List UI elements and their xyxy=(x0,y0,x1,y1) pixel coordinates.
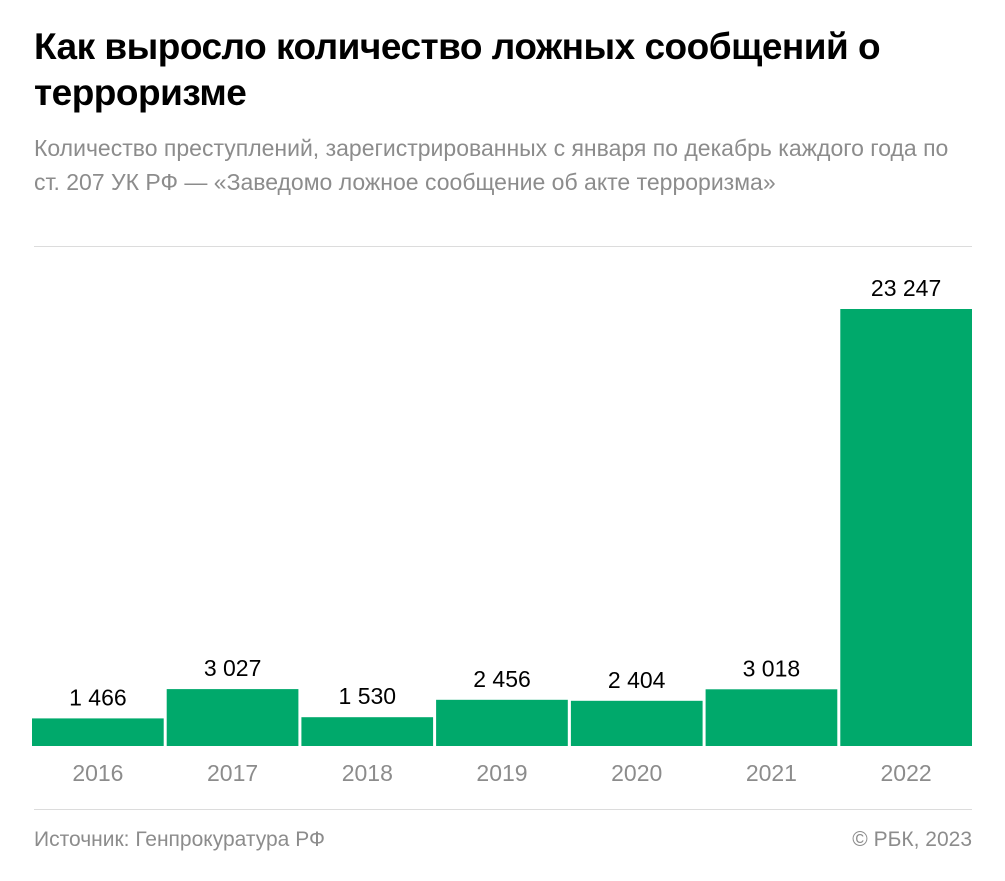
source-note: Источник: Генпрокуратура РФ xyxy=(34,828,325,851)
category-label-2020: 2020 xyxy=(611,760,662,786)
category-label-2018: 2018 xyxy=(342,760,393,786)
bar-2022 xyxy=(840,309,972,746)
top-divider xyxy=(34,246,972,247)
bar-2021 xyxy=(705,689,838,746)
value-label-2022: 23 247 xyxy=(871,275,941,301)
chart-title: Как выросло количество ложных сообщений … xyxy=(34,26,881,113)
bar-2016 xyxy=(32,718,164,746)
bottom-divider xyxy=(34,809,972,810)
bars-group xyxy=(32,309,972,746)
value-label-2018: 1 530 xyxy=(339,683,397,709)
chart-subtitle: Количество преступлений, зарегистрирован… xyxy=(34,135,949,195)
value-label-2021: 3 018 xyxy=(743,655,801,681)
category-label-2021: 2021 xyxy=(746,760,797,786)
bar-2019 xyxy=(436,699,568,746)
value-labels-group: 1 466 3 027 1 530 2 456 2 404 3 018 23 247 xyxy=(69,275,941,710)
value-label-2016: 1 466 xyxy=(69,684,127,710)
value-label-2020: 2 404 xyxy=(608,667,666,693)
bar-2017 xyxy=(166,689,299,746)
bar-2018 xyxy=(301,717,434,746)
category-labels-group: 2016 2017 2018 2019 2020 2021 2022 xyxy=(72,760,931,786)
category-label-2017: 2017 xyxy=(207,760,258,786)
category-label-2022: 2022 xyxy=(881,760,932,786)
category-label-2019: 2019 xyxy=(476,760,527,786)
bar-2020 xyxy=(570,700,703,746)
copyright-note: © РБК, 2023 xyxy=(852,828,972,851)
category-label-2016: 2016 xyxy=(72,760,123,786)
value-label-2017: 3 027 xyxy=(204,655,262,681)
value-label-2019: 2 456 xyxy=(473,666,531,692)
